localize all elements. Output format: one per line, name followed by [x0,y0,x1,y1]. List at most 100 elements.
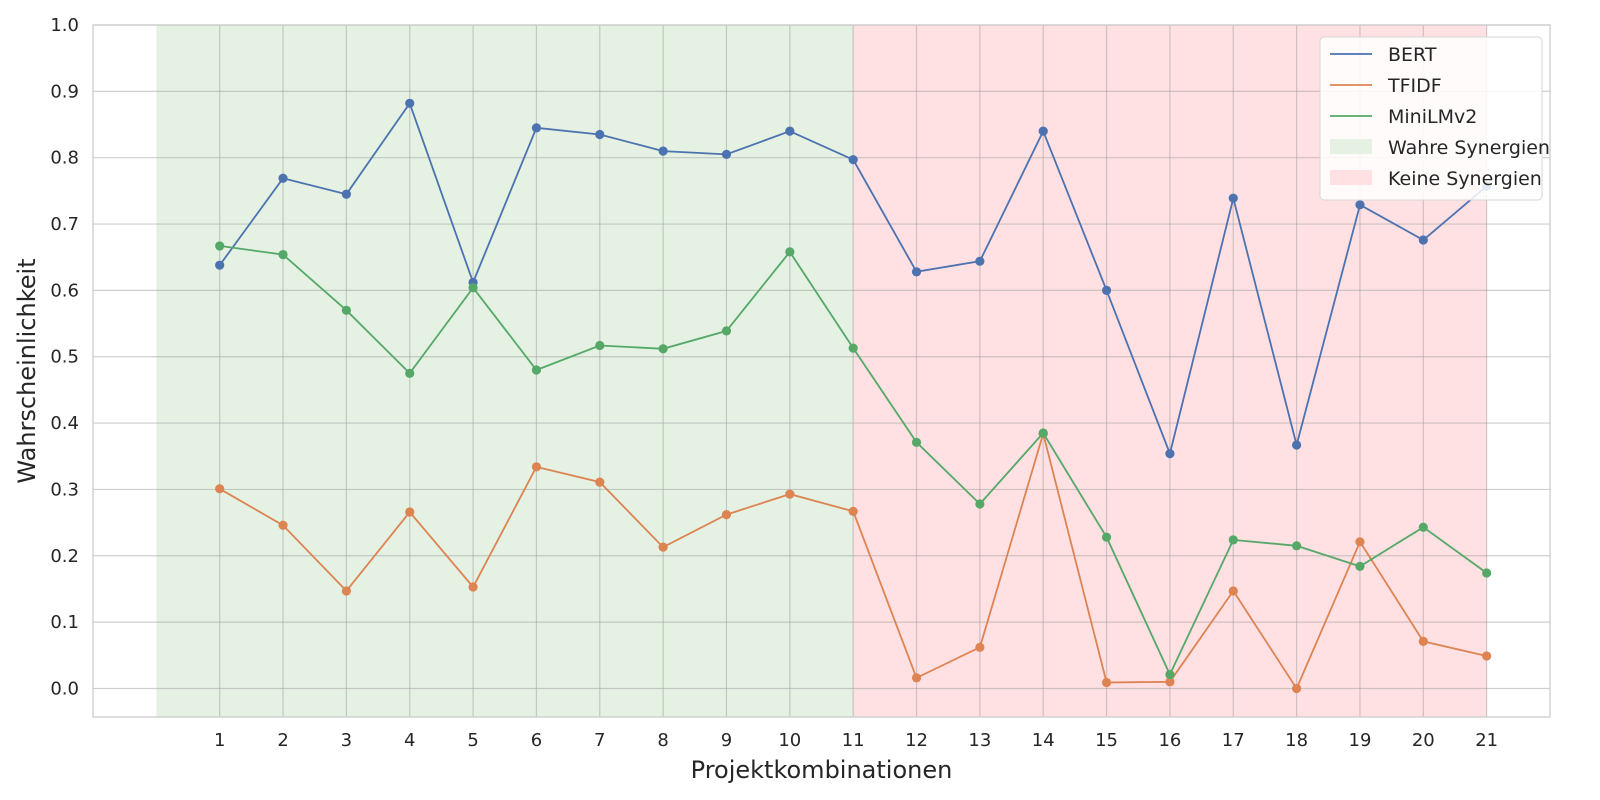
x-tick-label: 16 [1158,730,1181,751]
data-point-minilmv2 [405,368,415,378]
x-tick-label: 7 [594,730,605,751]
x-tick-label: 11 [842,730,865,751]
series-tfidf [215,429,1492,694]
data-point-tfidf [595,477,605,487]
legend-label: Wahre Synergien [1388,137,1550,159]
x-tick-label: 8 [657,730,668,751]
data-point-tfidf [975,642,985,652]
data-point-bert [1228,193,1238,203]
x-tick-label: 19 [1349,730,1372,751]
data-point-bert [848,155,858,165]
y-tick-label: 0.0 [50,678,79,699]
data-point-bert [215,260,225,270]
data-point-tfidf [848,506,858,516]
data-point-bert [1038,126,1048,136]
data-point-tfidf [1165,677,1175,687]
y-tick-label: 0.9 [50,81,79,102]
data-point-tfidf [1228,586,1238,596]
x-tick-label: 20 [1412,730,1435,751]
data-point-minilmv2 [1292,541,1302,551]
y-axis-label: Wahrscheinlichkeit [13,258,41,483]
data-point-tfidf [341,586,351,596]
x-tick-label: 10 [778,730,801,751]
data-point-minilmv2 [341,305,351,315]
data-point-tfidf [658,542,668,552]
data-point-tfidf [911,673,922,683]
x-tick-label: 5 [467,730,478,751]
y-tick-label: 0.7 [50,214,79,235]
y-tick-label: 0.2 [50,546,79,567]
y-tick-label: 0.5 [50,347,79,368]
data-series [215,98,1492,694]
data-point-bert [658,146,668,156]
x-tick-labels: 1 2 3 4 5 6 7 8 9 10 11 12 13 14 15 16 17 18 19 20 21 [214,730,1498,751]
legend-item-keine-synergien: Keine Synergien [1330,168,1542,190]
data-point-bert [595,129,605,140]
data-point-minilmv2 [1418,522,1428,532]
data-point-tfidf [215,484,225,494]
data-point-bert [405,98,415,108]
y-tick-label: 0.4 [50,413,79,434]
x-tick-label: 17 [1222,730,1245,751]
data-point-bert [911,267,922,277]
x-tick-label: 2 [277,730,288,751]
data-point-minilmv2 [1165,669,1175,680]
data-point-minilmv2 [1038,428,1048,438]
data-point-minilmv2 [975,499,985,509]
data-point-minilmv2 [531,365,542,375]
data-point-tfidf [721,510,732,520]
legend-label: TFIDF [1387,75,1442,97]
data-point-minilmv2 [595,340,605,351]
x-tick-label: 1 [214,730,225,751]
x-tick-label: 9 [721,730,732,751]
data-point-minilmv2 [1355,561,1365,571]
data-point-tfidf [278,520,288,530]
x-tick-label: 15 [1095,730,1118,751]
x-tick-label: 21 [1475,730,1498,751]
x-tick-label: 3 [341,730,352,751]
data-point-bert [1101,285,1112,295]
x-tick-label: 6 [531,730,542,751]
legend-item-tfidf: TFIDF [1330,75,1442,97]
y-tick-label: 0.6 [50,280,79,301]
x-axis-label: Projektkombinationen [691,756,953,784]
data-point-tfidf [785,489,795,499]
legend-label: MiniLMv2 [1388,106,1477,128]
legend-item-bert: BERT [1330,44,1437,66]
region-wahre-synergien [156,25,854,717]
data-point-bert [1165,449,1175,459]
y-tick-label: 0.8 [50,148,79,169]
data-point-tfidf [531,462,542,472]
x-tick-label: 13 [968,730,991,751]
legend-label: Keine Synergien [1388,168,1542,190]
legend: BERT TFIDF MiniLMv2 Wahre Synergien Keine Sy… [1319,36,1550,201]
data-point-tfidf [468,582,478,592]
legend-item-minilmv2: MiniLMv2 [1330,106,1477,128]
legend-label: BERT [1388,44,1437,66]
legend-swatch [1330,139,1372,154]
legend-item-wahre-synergien: Wahre Synergien [1330,137,1550,159]
data-point-minilmv2 [848,343,858,353]
series-minilmv2 [215,241,1492,680]
data-point-minilmv2 [911,437,922,447]
data-point-minilmv2 [658,344,668,354]
y-tick-label: 0.3 [50,479,79,500]
data-point-minilmv2 [215,241,225,251]
legend-swatch [1330,170,1372,185]
data-point-tfidf [1292,683,1302,694]
x-tick-label: 18 [1285,730,1308,751]
data-point-bert [278,173,288,183]
data-point-minilmv2 [278,249,288,260]
shaded-regions [156,25,1487,717]
y-tick-label: 0.1 [50,612,79,633]
data-point-minilmv2 [468,283,478,293]
data-point-bert [1355,200,1365,210]
data-point-bert [341,189,351,199]
data-point-minilmv2 [1482,568,1492,578]
data-point-tfidf [1482,651,1492,661]
data-point-tfidf [1101,677,1112,688]
data-point-minilmv2 [721,326,732,336]
y-tick-label: 1.0 [50,15,79,36]
data-point-tfidf [405,507,415,517]
